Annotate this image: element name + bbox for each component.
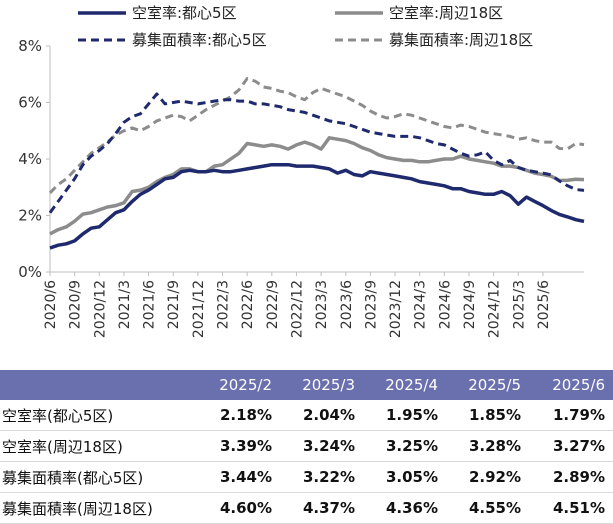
row-label: 空室率(周辺18区) xyxy=(0,430,197,462)
table-cell: 3.22% xyxy=(280,461,363,493)
table-cell: 1.85% xyxy=(446,400,529,431)
column-header: 2025/5 xyxy=(446,370,529,400)
y-tick-label: 6% xyxy=(18,94,42,112)
column-header: 2025/3 xyxy=(280,370,363,400)
x-tick-label: 2021/3 xyxy=(117,280,133,329)
x-tick-label: 2020/9 xyxy=(68,280,84,329)
x-tick-label: 2023/6 xyxy=(339,280,355,329)
series-line xyxy=(48,77,585,194)
column-header: 2025/6 xyxy=(529,370,613,400)
x-tick-label: 2020/6 xyxy=(43,280,59,329)
x-tick-label: 2023/3 xyxy=(314,280,330,329)
x-tick-label: 2024/6 xyxy=(437,280,453,329)
table-row: 空室率(都心5区) 2.18% 2.04% 1.95% 1.85% 1.79% xyxy=(0,400,613,431)
table-cell: 3.39% xyxy=(197,430,280,462)
table-cell: 1.95% xyxy=(363,400,446,431)
x-tick-label: 2022/12 xyxy=(289,280,305,338)
table-cell: 3.25% xyxy=(363,430,446,462)
table-cell: 3.27% xyxy=(529,430,613,462)
table-cell: 3.28% xyxy=(446,430,529,462)
row-label: 募集面積率(周辺18区) xyxy=(0,492,197,524)
table-cell: 3.05% xyxy=(363,461,446,493)
legend-label: 空室率:都心5区 xyxy=(132,4,237,22)
table-corner xyxy=(0,370,197,400)
x-tick-label: 2024/12 xyxy=(487,280,503,338)
table-cell: 2.04% xyxy=(280,400,363,431)
table-cell: 3.44% xyxy=(197,461,280,493)
y-tick-label: 2% xyxy=(18,207,42,225)
x-tick-label: 2021/12 xyxy=(191,280,207,338)
table-cell: 4.60% xyxy=(197,492,280,524)
column-header: 2025/2 xyxy=(197,370,280,400)
legend-label: 募集面積率:都心5区 xyxy=(132,31,267,49)
legend-label: 募集面積率:周辺18区 xyxy=(389,31,533,49)
table-row: 募集面積率(周辺18区) 4.60% 4.37% 4.36% 4.55% 4.5… xyxy=(0,492,613,524)
table-cell: 2.92% xyxy=(446,461,529,493)
series-line xyxy=(48,92,585,214)
series-line xyxy=(49,162,585,250)
x-tick-label: 2022/6 xyxy=(240,280,256,329)
y-tick-label: 8% xyxy=(18,37,42,55)
x-tick-label: 2022/9 xyxy=(265,280,281,329)
x-tick-label: 2022/3 xyxy=(216,280,232,329)
table-cell: 4.51% xyxy=(529,492,613,524)
plot-area xyxy=(48,77,585,250)
table-cell: 1.79% xyxy=(529,400,613,431)
y-tick-label: 0% xyxy=(18,263,42,281)
x-tick-label: 2020/12 xyxy=(92,280,108,338)
table-row: 空室率(周辺18区) 3.39% 3.24% 3.25% 3.28% 3.27% xyxy=(0,430,613,462)
x-tick-label: 2024/3 xyxy=(413,280,429,329)
row-label: 募集面積率(都心5区) xyxy=(0,461,197,493)
table-cell: 3.24% xyxy=(280,430,363,462)
x-tick-label: 2021/9 xyxy=(166,280,182,329)
x-tick-label: 2023/9 xyxy=(363,280,379,329)
table-header-row: 2025/2 2025/3 2025/4 2025/5 2025/6 xyxy=(0,370,613,400)
row-label: 空室率(都心5区) xyxy=(0,400,197,431)
column-header: 2025/4 xyxy=(363,370,446,400)
x-tick-label: 2024/9 xyxy=(462,280,478,329)
table-cell: 4.55% xyxy=(446,492,529,524)
table-cell: 2.18% xyxy=(197,400,280,431)
summary-table: 2025/2 2025/3 2025/4 2025/5 2025/6 空室率(都… xyxy=(0,370,613,524)
x-tick-label: 2021/6 xyxy=(142,280,158,329)
table-row: 募集面積率(都心5区) 3.44% 3.22% 3.05% 2.92% 2.89… xyxy=(0,461,613,493)
table-cell: 2.89% xyxy=(529,461,613,493)
axes: 0% 2% 4% 6% 8% 2020/6 2020/9 2020/12 2021/3 2021/… xyxy=(18,37,584,338)
y-tick-label: 4% xyxy=(18,150,42,168)
table-cell: 4.37% xyxy=(280,492,363,524)
x-tick-label: 2025/3 xyxy=(511,280,527,329)
series-line xyxy=(49,136,585,236)
x-tick-label: 2025/6 xyxy=(536,280,552,329)
x-tick-label: 2023/12 xyxy=(388,280,404,338)
legend-label: 空室率:周辺18区 xyxy=(389,4,503,22)
table-cell: 4.36% xyxy=(363,492,446,524)
